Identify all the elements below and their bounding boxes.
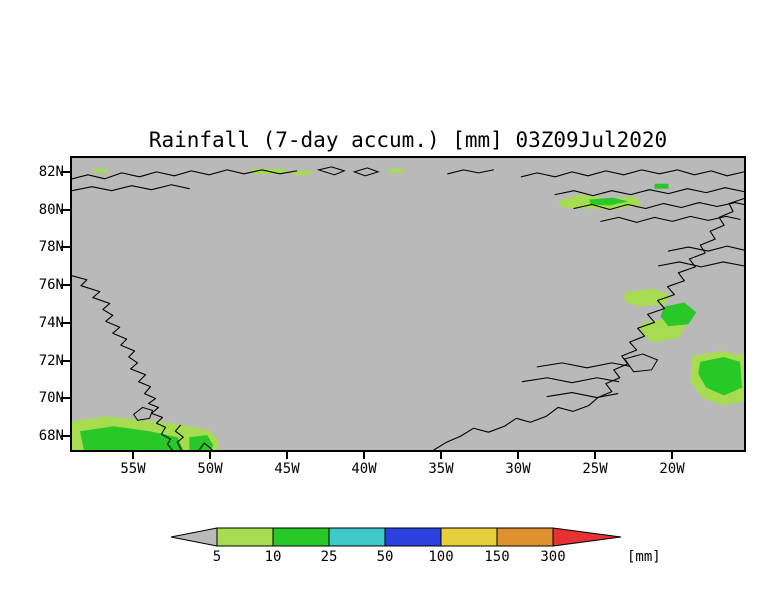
- coastline-west-greenland: [72, 275, 173, 450]
- lat-label-76n: 76N: [38, 277, 64, 293]
- jameson-land-island: [623, 353, 659, 373]
- rain-patch-light: [292, 170, 311, 175]
- colorbar-label-300: 300: [540, 549, 566, 565]
- lon-tick: [132, 452, 134, 459]
- colorbar-label-150: 150: [484, 549, 510, 565]
- coastline-west-inlet: [198, 442, 213, 450]
- rain-patch-heavy: [698, 356, 743, 396]
- lat-label-70n: 70N: [38, 390, 64, 406]
- coastline-ne-fjord-2: [573, 201, 744, 211]
- lat-tick: [61, 209, 70, 211]
- lat-label-68n: 68N: [38, 428, 64, 444]
- lon-label-45w: 45W: [274, 461, 300, 477]
- rain-patch-heavy: [588, 197, 629, 206]
- colorbar-seg-50-100: [384, 527, 442, 547]
- lat-label-78n: 78N: [38, 239, 64, 255]
- lat-tick: [61, 171, 70, 173]
- lat-tick: [61, 322, 70, 324]
- lon-label-30w: 30W: [505, 461, 531, 477]
- lat-tick: [61, 284, 70, 286]
- lon-label-50w: 50W: [197, 461, 223, 477]
- map-plot-area: [70, 156, 746, 452]
- rain-patch-heavy: [79, 426, 184, 450]
- rain-patch-light: [388, 168, 405, 173]
- lat-tick: [61, 360, 70, 362]
- lon-label-55w: 55W: [120, 461, 146, 477]
- lon-tick: [286, 452, 288, 459]
- coastline-east-greenland: [433, 198, 744, 450]
- lon-label-20w: 20W: [659, 461, 685, 477]
- lat-tick: [61, 246, 70, 248]
- plot-title: Rainfall (7-day accum.) [mm] 03Z09Jul202…: [148, 128, 668, 152]
- rain-patch-heavy: [189, 435, 214, 450]
- colorbar-label-10: 10: [264, 549, 282, 565]
- lon-label-35w: 35W: [428, 461, 454, 477]
- map-canvas: [72, 158, 744, 450]
- scoresby-sund-1: [536, 362, 634, 369]
- lon-tick: [440, 452, 442, 459]
- colorbar-seg-150-300: [496, 527, 554, 547]
- lon-tick: [671, 452, 673, 459]
- colorbar-units-label: [mm]: [627, 549, 661, 565]
- coastline-north-2: [447, 169, 495, 175]
- colorbar-seg-10-25: [272, 527, 330, 547]
- coastline-north-1: [72, 169, 298, 180]
- colorbar-seg-5-10: [216, 527, 274, 547]
- coastline-east-fjord-1: [667, 245, 744, 252]
- colorbar-label-100: 100: [428, 549, 454, 565]
- lon-tick: [517, 452, 519, 459]
- coastline-ne-fjord-3: [600, 215, 741, 223]
- lon-tick: [594, 452, 596, 459]
- coastline-ne-fjord-1: [554, 187, 744, 197]
- colorbar-label-50: 50: [376, 549, 394, 565]
- coastline-west-fjord: [174, 424, 184, 450]
- disko-island: [132, 406, 154, 421]
- colorbar-arrow-below-5: [170, 527, 218, 547]
- colorbar-seg-100-150: [440, 527, 498, 547]
- colorbar-label-5: 5: [212, 549, 222, 565]
- lon-tick: [209, 452, 211, 459]
- scoresby-sund-3: [546, 392, 619, 399]
- lon-label-25w: 25W: [582, 461, 608, 477]
- colorbar-seg-25-50: [328, 527, 386, 547]
- lat-label-72n: 72N: [38, 353, 64, 369]
- colorbar-arrow-above-300: [552, 527, 622, 547]
- lat-label-80n: 80N: [38, 202, 64, 218]
- coastline-east-fjord-2: [657, 261, 744, 268]
- rain-patch-heavy: [660, 302, 697, 327]
- lon-tick: [363, 452, 365, 459]
- north-island-1: [316, 166, 346, 176]
- colorbar-label-25: 25: [320, 549, 338, 565]
- coastline-north-fjord: [72, 184, 190, 192]
- rain-patch-light: [93, 168, 108, 173]
- coastline-north-3: [520, 169, 744, 178]
- lat-label-82n: 82N: [38, 164, 64, 180]
- lon-label-40w: 40W: [351, 461, 377, 477]
- rain-patch-heavy: [654, 183, 669, 189]
- lat-label-74n: 74N: [38, 315, 64, 331]
- colorbar: [170, 527, 622, 547]
- scoresby-sund-2: [521, 377, 620, 384]
- lat-tick: [61, 435, 70, 437]
- north-island-2: [352, 167, 380, 177]
- lat-tick: [61, 397, 70, 399]
